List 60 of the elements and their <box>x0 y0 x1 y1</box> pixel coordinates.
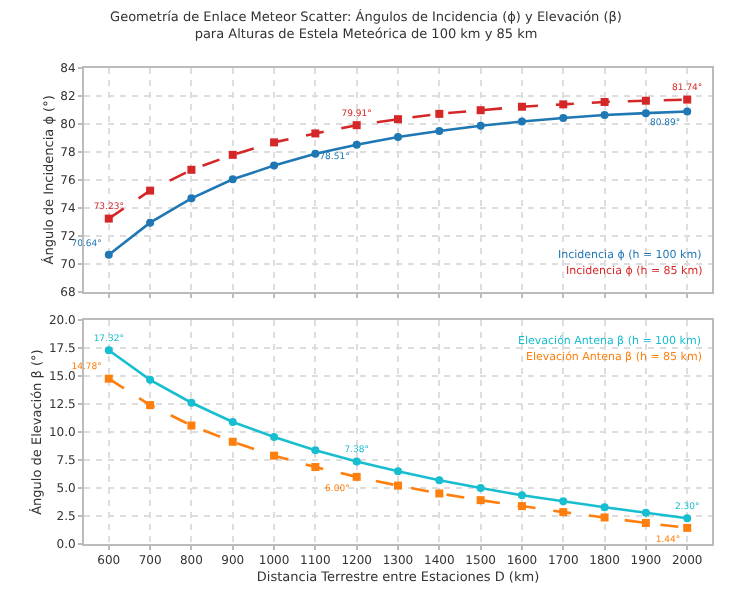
point <box>476 121 485 130</box>
point <box>394 467 402 476</box>
point <box>352 140 361 149</box>
point <box>517 102 526 111</box>
point <box>559 113 568 122</box>
point <box>352 472 361 481</box>
point <box>352 457 361 466</box>
point <box>559 497 568 506</box>
point <box>187 421 196 430</box>
point <box>146 401 155 410</box>
point <box>476 106 485 115</box>
point <box>435 127 444 136</box>
point <box>270 138 279 147</box>
point <box>104 346 113 355</box>
point <box>104 214 113 223</box>
point <box>104 374 113 383</box>
point <box>641 518 650 527</box>
point <box>559 100 568 109</box>
point <box>476 484 485 493</box>
point <box>270 432 279 441</box>
point <box>311 446 320 455</box>
point <box>394 481 402 490</box>
point <box>187 398 196 407</box>
point <box>146 218 155 227</box>
point <box>517 491 526 500</box>
point <box>270 161 279 170</box>
point <box>600 513 609 522</box>
point <box>600 97 609 106</box>
point <box>352 121 361 130</box>
point <box>641 109 650 118</box>
point <box>641 96 650 105</box>
point <box>228 150 237 159</box>
point <box>600 110 609 119</box>
point <box>683 95 692 104</box>
point <box>435 109 444 118</box>
point <box>104 250 113 259</box>
point <box>228 175 237 184</box>
point <box>683 523 692 532</box>
point <box>394 133 402 142</box>
point <box>311 149 320 158</box>
point <box>146 375 155 384</box>
point <box>517 117 526 126</box>
point <box>600 503 609 512</box>
point <box>228 437 237 446</box>
point <box>187 165 196 174</box>
point <box>641 508 650 517</box>
point <box>394 115 402 124</box>
point <box>311 129 320 138</box>
point <box>517 502 526 511</box>
point <box>270 451 279 460</box>
point <box>228 417 237 426</box>
point <box>435 476 444 485</box>
point <box>683 107 692 116</box>
point <box>683 514 692 523</box>
point <box>559 508 568 517</box>
point <box>146 186 155 195</box>
point <box>476 496 485 505</box>
point <box>187 194 196 203</box>
point <box>311 463 320 472</box>
point <box>435 489 444 498</box>
